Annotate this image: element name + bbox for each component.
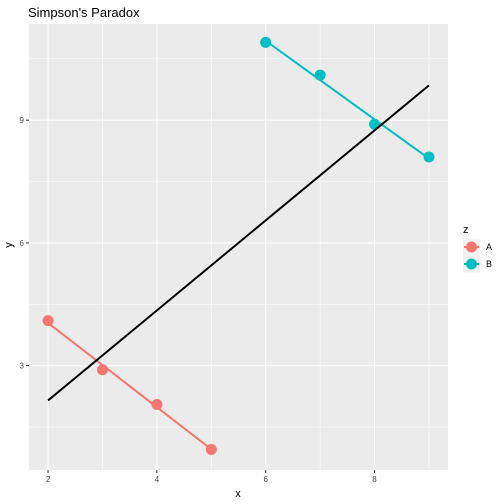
data-point-A bbox=[205, 444, 217, 456]
series-B bbox=[260, 36, 435, 163]
legend-label: A bbox=[486, 242, 492, 252]
series-B-fit-line bbox=[265, 39, 430, 160]
series-A bbox=[42, 315, 217, 456]
legend-key-point bbox=[466, 258, 477, 270]
x-tick-label: 2 bbox=[46, 475, 51, 484]
data-point-B bbox=[423, 151, 435, 163]
y-tick-label: 6 bbox=[20, 239, 25, 248]
data-point-A bbox=[96, 364, 108, 376]
series-A-fit-line bbox=[47, 322, 212, 451]
legend-label: B bbox=[486, 259, 492, 269]
y-axis-title: y bbox=[3, 242, 15, 248]
legend-item-A: A bbox=[463, 238, 492, 256]
legend-key-point bbox=[466, 241, 477, 253]
data-point-A bbox=[42, 315, 54, 327]
data-point-B bbox=[314, 69, 326, 81]
overall-fit-line bbox=[47, 84, 430, 402]
x-axis-title: x bbox=[235, 488, 241, 500]
chart-title: Simpson's Paradox bbox=[28, 5, 140, 20]
y-tick-label: 9 bbox=[20, 116, 25, 125]
plot-panel bbox=[29, 24, 448, 470]
y-axis-ticks: 3 6 9 bbox=[20, 116, 29, 371]
x-tick-label: 4 bbox=[155, 475, 160, 484]
data-point-B bbox=[260, 36, 272, 48]
y-tick-label: 3 bbox=[20, 362, 25, 371]
legend-title: z bbox=[463, 224, 469, 236]
legend-item-B: B bbox=[463, 255, 492, 273]
x-tick-label: 6 bbox=[263, 475, 268, 484]
minor-gridlines bbox=[29, 24, 448, 470]
series-layer bbox=[42, 36, 435, 456]
overall-fit-layer bbox=[47, 84, 430, 402]
x-tick-label: 8 bbox=[372, 475, 377, 484]
data-point-A bbox=[151, 399, 163, 411]
x-axis-ticks: 2 4 6 8 bbox=[46, 470, 377, 484]
legend: z AB bbox=[463, 224, 492, 273]
